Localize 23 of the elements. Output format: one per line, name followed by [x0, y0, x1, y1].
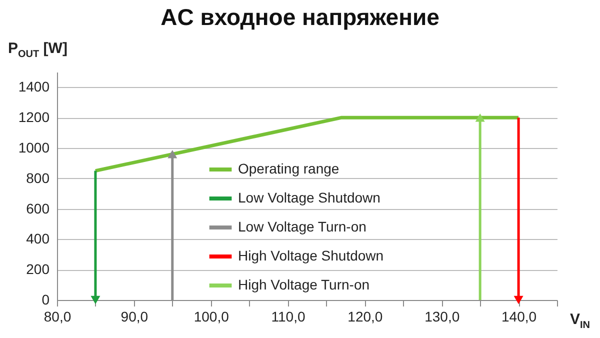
x-tick-label: 120,0: [348, 308, 383, 324]
y-tick-label: 1000: [18, 140, 50, 156]
chart-title: AC входное напряжение: [160, 4, 440, 31]
x-tick-label: 90,0: [120, 308, 148, 324]
y-tick-label: 1400: [18, 78, 50, 95]
legend-label: High Voltage Shutdown: [238, 248, 384, 264]
y-tick-label: 800: [26, 170, 50, 186]
legend-label: Operating range: [238, 160, 340, 176]
y-tick-label: 200: [26, 261, 50, 278]
legend-label: High Voltage Turn-on: [238, 276, 370, 292]
y-tick-label: 600: [26, 200, 50, 216]
x-tick-label: 80,0: [44, 308, 72, 324]
y-tick-label: 1200: [18, 109, 50, 126]
x-tick-label: 130,0: [424, 308, 460, 324]
x-tick-label: 110,0: [271, 308, 306, 324]
y-tick-label: 400: [26, 230, 50, 247]
legend-label: Low Voltage Turn-on: [238, 218, 366, 234]
x-tick-label: 100,0: [194, 308, 230, 324]
x-tick-label: 140,0: [502, 308, 537, 324]
legend-label: Low Voltage Shutdown: [238, 190, 380, 206]
y-axis-title: P$_{OUT}$ [W]: [8, 40, 68, 60]
x-axis-title: V$_{IN}$: [570, 311, 590, 331]
y-tick-label: 0: [42, 292, 50, 308]
